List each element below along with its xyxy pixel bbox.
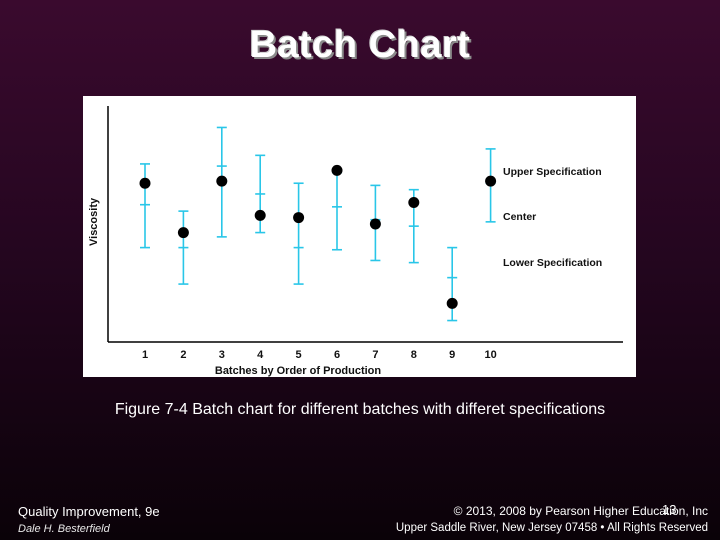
book-author: Dale H. Besterfield [18, 523, 110, 535]
x-axis-label: Batches by Order of Production [215, 365, 382, 377]
x-tick-label: 3 [219, 349, 225, 361]
x-tick-label: 9 [449, 349, 455, 361]
batch-points [139, 164, 497, 309]
x-tick-labels: 1 2 3 4 5 6 7 8 9 10 [142, 349, 497, 361]
publisher-address: Upper Saddle River, New Jersey 07458 • A… [395, 522, 708, 534]
batch-point [369, 218, 381, 230]
footer-right: © 2013, 2008 by Pearson Higher Education… [396, 504, 708, 534]
legend-lower-spec: Lower Specification [503, 257, 602, 269]
spec-ranges [140, 126, 496, 322]
batch-point [408, 197, 420, 209]
page-number: 13 [662, 502, 677, 517]
x-tick-label: 8 [411, 349, 417, 361]
legend-center: Center [503, 211, 536, 223]
x-tick-label: 1 [142, 349, 148, 361]
batch-point [139, 177, 151, 189]
x-tick-label: 5 [296, 349, 302, 361]
batch-chart-svg: Viscosity Batches by Order of Production… [88, 106, 623, 377]
batch-point [446, 297, 458, 309]
y-axis-label: Viscosity [88, 197, 100, 246]
batch-point [216, 175, 228, 187]
slide-title: Batch Chart [249, 24, 471, 66]
batch-point [254, 209, 266, 221]
batch-point [485, 175, 497, 187]
book-title: Quality Improvement, 9e [18, 504, 160, 519]
legend-upper-spec: Upper Specification [503, 166, 602, 178]
batch-chart: Viscosity Batches by Order of Production… [83, 96, 636, 377]
x-tick-label: 7 [372, 349, 378, 361]
batch-point [177, 227, 189, 239]
copyright-line: © 2013, 2008 by Pearson Higher Education… [453, 504, 708, 518]
x-tick-label: 2 [180, 349, 186, 361]
legend: Upper Specification Center Lower Specifi… [503, 166, 602, 269]
axes: Viscosity Batches by Order of Production [88, 106, 623, 377]
x-tick-label: 4 [257, 349, 264, 361]
batch-point [331, 164, 343, 176]
x-tick-label: 10 [484, 349, 496, 361]
figure-caption: Figure 7-4 Batch chart for different bat… [114, 401, 606, 418]
footer-left: Quality Improvement, 9e Dale H. Besterfi… [18, 504, 160, 535]
x-tick-label: 6 [334, 349, 340, 361]
batch-point [293, 212, 305, 224]
